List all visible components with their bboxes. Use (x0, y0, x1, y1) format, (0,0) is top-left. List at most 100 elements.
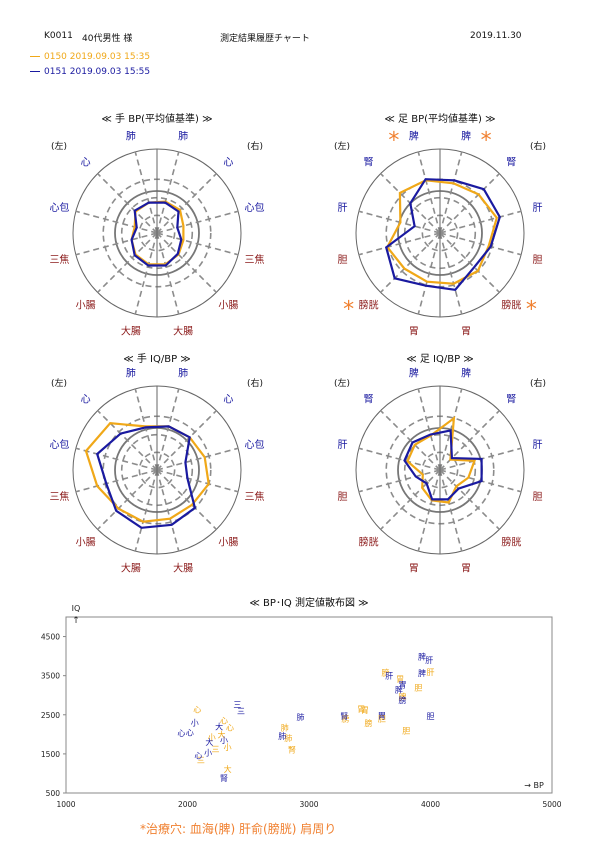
legend-swatch-orange (30, 56, 40, 57)
axis-label: 胆 (337, 254, 347, 266)
axis-label: 脾 (409, 129, 419, 142)
axis-label: 三焦 (49, 490, 69, 503)
scatter-point-0151: 肺 (296, 713, 304, 722)
scatter-point-0151: 心 (177, 729, 185, 738)
scatter-point-0151: 大 (205, 737, 213, 747)
axis-label: 心包 (245, 438, 265, 451)
spoke (75, 210, 158, 234)
spoke (134, 469, 158, 552)
radar-series-0151 (403, 429, 483, 501)
spoke (156, 410, 217, 471)
radar-title: ≪ 手 BP(平均値基準) ≫ (101, 112, 212, 125)
scatter-point-0150: 三 (211, 745, 219, 754)
spoke (156, 232, 180, 315)
spoke (97, 232, 158, 293)
axis-label: 小腸 (218, 536, 238, 548)
scatter-point-0151: 脾 (418, 652, 426, 662)
scatter-point-0150: 胆 (414, 683, 422, 692)
axis-label: 肺 (178, 367, 188, 379)
side-left-label: (左) (51, 377, 67, 389)
axis-label: 脾 (461, 366, 471, 379)
x-tick-label: 2000 (178, 800, 197, 809)
scatter-point-0151: 肝 (385, 671, 393, 680)
spoke (156, 232, 217, 293)
axis-label: 三焦 (49, 253, 69, 266)
star-marker: * (481, 128, 492, 153)
axis-label: 膀胱 (501, 535, 521, 548)
axis-label: 肺 (178, 130, 188, 142)
scatter-point-0150: 肺 (281, 723, 289, 732)
scatter-point-0151: 膀 (399, 695, 407, 705)
spoke (97, 469, 158, 530)
plot-frame (65, 616, 553, 794)
axis-label: 脾 (409, 366, 419, 379)
radar-series-0151 (95, 425, 197, 529)
axis-label: 膀胱 (359, 535, 379, 548)
axis-label: 心包 (49, 438, 69, 451)
y-tick-label: 1500 (41, 750, 60, 759)
side-right-label: (右) (247, 377, 263, 389)
axis-label: 肝 (337, 202, 347, 214)
y-tick-label: 3500 (41, 672, 60, 681)
axis-label: 心 (81, 394, 91, 406)
scatter-point-0150: 胆 (402, 726, 410, 735)
y-axis-label: IQ (72, 604, 81, 613)
scatter-point-0150: 肝 (427, 668, 435, 677)
side-right-label: (右) (530, 140, 546, 152)
spoke (75, 469, 158, 493)
scatter-point-0151: 胆 (427, 712, 435, 721)
scatter-point-0150: 心 (226, 724, 234, 733)
axis-label: 肺 (126, 367, 136, 379)
scatter-point-0151: 脾 (395, 685, 403, 695)
spoke (134, 151, 158, 234)
scatter-point-0151: 肺 (278, 732, 286, 741)
axis-label: 大腸 (121, 562, 141, 575)
axis-label: 心包 (49, 201, 69, 214)
side-right-label: (右) (530, 377, 546, 389)
spoke (380, 410, 441, 471)
axis-label: 脾 (461, 129, 471, 142)
spoke (358, 232, 441, 256)
spoke (439, 173, 500, 234)
scatter-point-0150: 脾 (399, 691, 407, 701)
axis-label: 胆 (533, 254, 543, 266)
patient-description: 40代男性 様 (82, 34, 133, 44)
x-tick-label: 5000 (542, 800, 561, 809)
axis-label: 三焦 (245, 490, 265, 503)
star-marker: * (343, 297, 354, 322)
spoke (439, 232, 500, 293)
spoke (156, 173, 217, 234)
legend-label: 0151 2019.09.03 15:55 (44, 67, 151, 77)
axis-label: 胆 (337, 491, 347, 503)
scatter-point-0151: 脾 (418, 668, 426, 678)
axis-label: 心 (223, 394, 233, 406)
x-tick-label: 3000 (299, 800, 318, 809)
scatter-point-0151: 胃 (399, 680, 407, 689)
spoke (97, 173, 158, 234)
radar-series-0150 (385, 179, 499, 285)
spoke (417, 232, 441, 315)
radar-title: ≪ 手 IQ/BP ≫ (123, 352, 191, 365)
scatter-point-0150: 胆 (378, 715, 386, 724)
scatter-point-0150: 大 (218, 729, 226, 739)
spoke (156, 232, 239, 256)
scatter-title: ≪ BP･IQ 測定値散布図 ≫ (249, 596, 368, 609)
axis-label: 肺 (126, 130, 136, 142)
axis-label: 膀胱 (501, 298, 521, 311)
y-axis-arrow: ↑ (72, 616, 80, 626)
scatter-point-0151: 大 (215, 722, 223, 732)
scatter-point-0151: 心 (194, 751, 202, 760)
spoke (156, 210, 239, 234)
scatter-point-0151: 小 (204, 749, 212, 758)
spoke (358, 469, 441, 493)
scatter-point-0151: 肝 (425, 656, 433, 665)
radar-series-0151 (130, 201, 183, 267)
axis-label: 心包 (245, 201, 265, 214)
side-left-label: (左) (334, 140, 350, 152)
spoke (156, 469, 239, 493)
axis-label: 小腸 (76, 299, 96, 311)
axis-label: 肝 (533, 439, 543, 451)
scatter-chart: ≪ BP･IQ 測定値散布図 ≫ 1000 2000 3000 4000 5000 500 1… (41, 596, 562, 809)
